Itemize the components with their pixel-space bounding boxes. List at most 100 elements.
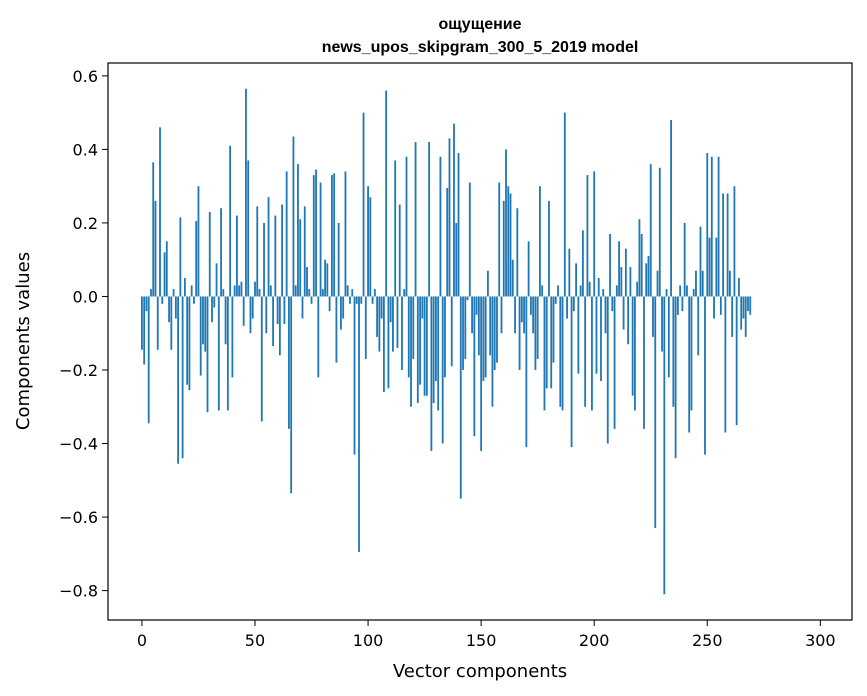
x-tick-label: 100	[353, 631, 384, 650]
bar-102	[371, 296, 374, 304]
bar-245	[695, 270, 697, 297]
bar-178	[543, 296, 546, 411]
y-tick-label: −0.4	[59, 435, 98, 454]
bar-261	[731, 296, 734, 337]
bar-263	[735, 296, 738, 426]
bar-61	[278, 296, 281, 356]
bar-24	[195, 221, 198, 297]
bar-73	[306, 267, 308, 297]
bar-48	[249, 296, 252, 334]
y-tick-label: 0.4	[73, 140, 98, 159]
bar-84	[330, 175, 333, 297]
bar-8	[159, 127, 161, 297]
bar-65	[288, 296, 290, 429]
bar-147	[473, 296, 476, 437]
bar-115	[401, 296, 403, 370]
bar-158	[498, 182, 501, 297]
bar-201	[595, 296, 598, 374]
bar-181	[550, 296, 553, 389]
bar-41	[233, 285, 236, 297]
bar-127	[428, 142, 431, 297]
bar-132	[439, 156, 442, 297]
bar-88	[340, 296, 342, 330]
bar-117	[405, 156, 408, 297]
bar-258	[724, 296, 727, 433]
bar-172	[529, 296, 532, 315]
bar-52	[258, 289, 261, 297]
bar-244	[692, 289, 695, 297]
bar-202	[597, 278, 600, 297]
bar-213	[622, 296, 625, 330]
bar-266	[742, 296, 745, 319]
bar-194	[579, 285, 582, 297]
bar-137	[450, 296, 453, 367]
bar-119	[410, 296, 412, 407]
bar-29	[206, 296, 209, 413]
y-axis: −0.8 −0.6 −0.4 −0.2 0.0 0.2 0.4 0.6	[59, 67, 108, 601]
bar-123	[419, 296, 421, 385]
bar-195	[581, 230, 584, 297]
bar-31	[211, 296, 213, 323]
bar-70	[299, 219, 302, 297]
bar-53	[260, 296, 263, 422]
bar-222	[643, 296, 645, 429]
bar-71	[301, 296, 304, 319]
bar-67	[292, 136, 295, 297]
bar-200	[593, 171, 596, 297]
bar-247	[699, 226, 702, 297]
bar-138	[453, 123, 455, 297]
bar-63	[283, 296, 286, 325]
bar-259	[726, 193, 729, 297]
bar-22	[190, 285, 193, 297]
y-tick-label: −0.2	[59, 361, 98, 380]
bar-150	[480, 296, 483, 451]
bar-238	[679, 285, 682, 297]
bar-114	[398, 204, 401, 297]
bar-79	[319, 182, 322, 297]
bar-148	[475, 296, 478, 315]
bar-167	[518, 296, 521, 370]
bar-218	[634, 296, 636, 411]
bar-229	[658, 167, 661, 297]
bar-234	[670, 119, 672, 297]
bar-54	[263, 222, 265, 297]
bar-176	[539, 186, 541, 297]
x-tick-label: 200	[579, 631, 610, 650]
bar-89	[342, 296, 345, 319]
bar-170	[525, 296, 528, 448]
bar-92	[349, 296, 351, 304]
bar-240	[683, 222, 686, 297]
bar-38	[226, 296, 229, 411]
bar-169	[523, 296, 525, 334]
plot-frame	[107, 62, 853, 621]
bar-174	[534, 296, 537, 370]
bar-34	[217, 296, 220, 411]
bar-208	[611, 296, 614, 312]
bar-108	[385, 90, 388, 297]
bar-262	[733, 186, 736, 297]
bar-47	[247, 160, 250, 297]
bar-145	[468, 182, 471, 297]
bar-69	[297, 164, 299, 297]
x-axis-label: Vector components	[393, 661, 567, 682]
chart-title-line1: ощущение	[439, 16, 522, 33]
bar-0	[141, 296, 143, 350]
bar-10	[163, 252, 166, 297]
bar-33	[215, 263, 218, 297]
bar-237	[676, 296, 679, 315]
bar-14	[172, 289, 175, 297]
bar-183	[554, 296, 557, 304]
bar-66	[290, 296, 293, 494]
bar-91	[346, 285, 349, 297]
bar-253	[713, 296, 715, 319]
bar-101	[369, 197, 372, 297]
bar-223	[645, 263, 648, 297]
bar-128	[430, 296, 433, 451]
bar-94	[353, 296, 356, 455]
bar-205	[604, 296, 607, 334]
bar-36	[222, 289, 225, 297]
bar-249	[704, 296, 706, 455]
bar-122	[416, 296, 419, 404]
bar-143	[464, 296, 467, 359]
bar-199	[591, 296, 593, 411]
